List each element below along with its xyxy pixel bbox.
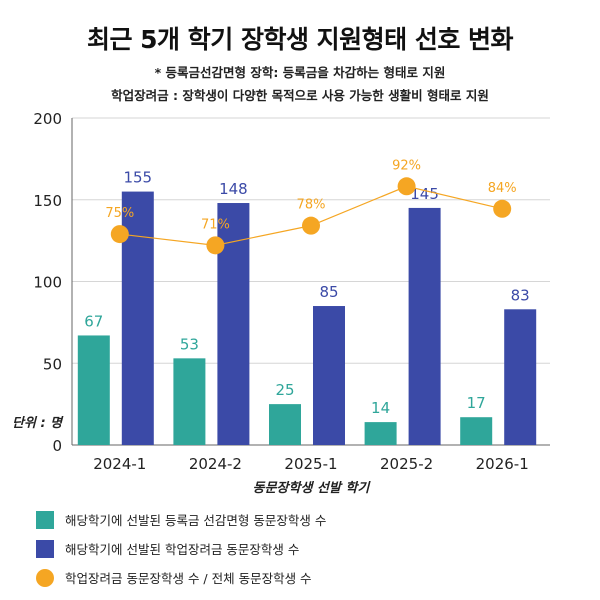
bar-stipend	[408, 207, 441, 445]
y-tick-label: 200	[33, 110, 62, 128]
ratio-point	[206, 236, 225, 255]
chart-subtitle-2: 학업장려금 : 장학생이 다양한 목적으로 사용 가능한 생활비 형태로 지원	[111, 88, 489, 103]
ratio-label: 78%	[297, 198, 326, 213]
bar-label-tuition: 25	[275, 381, 294, 399]
bar-tuition	[173, 358, 206, 445]
legend-item-stipend: 해당학기에 선발된 학업장려금 동문장학생 수	[36, 534, 326, 563]
x-tick-label: 2024-1	[93, 455, 146, 473]
x-tick-label: 2024-2	[189, 455, 242, 473]
legend-item-ratio: 학업장려금 동문장학생 수 / 전체 동문장학생 수	[36, 563, 326, 592]
legend-swatch-ratio	[36, 568, 54, 587]
bar-label-stipend: 155	[123, 169, 152, 187]
bar-label-tuition: 17	[467, 394, 486, 412]
bar-stipend	[504, 309, 537, 445]
bar-label-stipend: 85	[319, 283, 338, 301]
x-tick-label: 2026-1	[476, 455, 529, 473]
y-tick-label: 150	[33, 192, 62, 210]
legend-label-ratio: 학업장려금 동문장학생 수 / 전체 동문장학생 수	[65, 571, 312, 586]
ratio-point	[302, 216, 320, 235]
x-axis-title: 동문장학생 선발 학기	[253, 480, 372, 496]
chart-legend: 해당학기에 선발된 등록금 선감면형 동문장학생 수 해당학기에 선발된 학업장…	[36, 505, 326, 592]
ratio-point	[397, 177, 416, 196]
ratio-point	[110, 225, 129, 244]
y-axis-title: 단위 : 명	[12, 415, 64, 431]
bar-tuition	[77, 335, 110, 445]
bar-tuition	[460, 417, 493, 445]
ratio-line	[119, 185, 503, 246]
bar-label-tuition: 14	[371, 399, 390, 417]
legend-swatch-stipend	[36, 539, 54, 558]
chart-title: 최근 5개 학기 장학생 지원형태 선호 변화	[86, 25, 514, 54]
ratio-label: 75%	[105, 206, 134, 221]
y-tick-label: 50	[43, 355, 62, 373]
legend-label-tuition: 해당학기에 선발된 등록금 선감면형 동문장학생 수	[65, 513, 327, 528]
bar-label-tuition: 67	[84, 312, 103, 330]
bar-label-tuition: 53	[180, 335, 199, 353]
legend-swatch-tuition	[36, 510, 54, 529]
bar-tuition	[269, 404, 301, 445]
bar-stipend	[313, 306, 345, 445]
bar-label-stipend: 148	[219, 180, 248, 198]
legend-label-stipend: 해당학기에 선발된 학업장려금 동문장학생 수	[65, 542, 300, 557]
ratio-point	[493, 199, 512, 218]
x-tick-label: 2025-1	[284, 455, 337, 473]
chart-subtitle-1: * 등록금선감면형 장학: 등록금을 차감하는 형태로 지원	[154, 65, 446, 80]
legend-item-tuition: 해당학기에 선발된 등록금 선감면형 동문장학생 수	[36, 505, 326, 534]
bar-label-stipend: 83	[511, 286, 530, 304]
y-tick-label: 0	[52, 437, 62, 455]
ratio-label: 84%	[488, 181, 517, 196]
bar-tuition	[364, 422, 397, 445]
x-tick-label: 2025-2	[380, 455, 433, 473]
y-tick-label: 100	[33, 274, 62, 292]
ratio-label: 71%	[201, 217, 230, 232]
ratio-label: 92%	[392, 158, 421, 173]
